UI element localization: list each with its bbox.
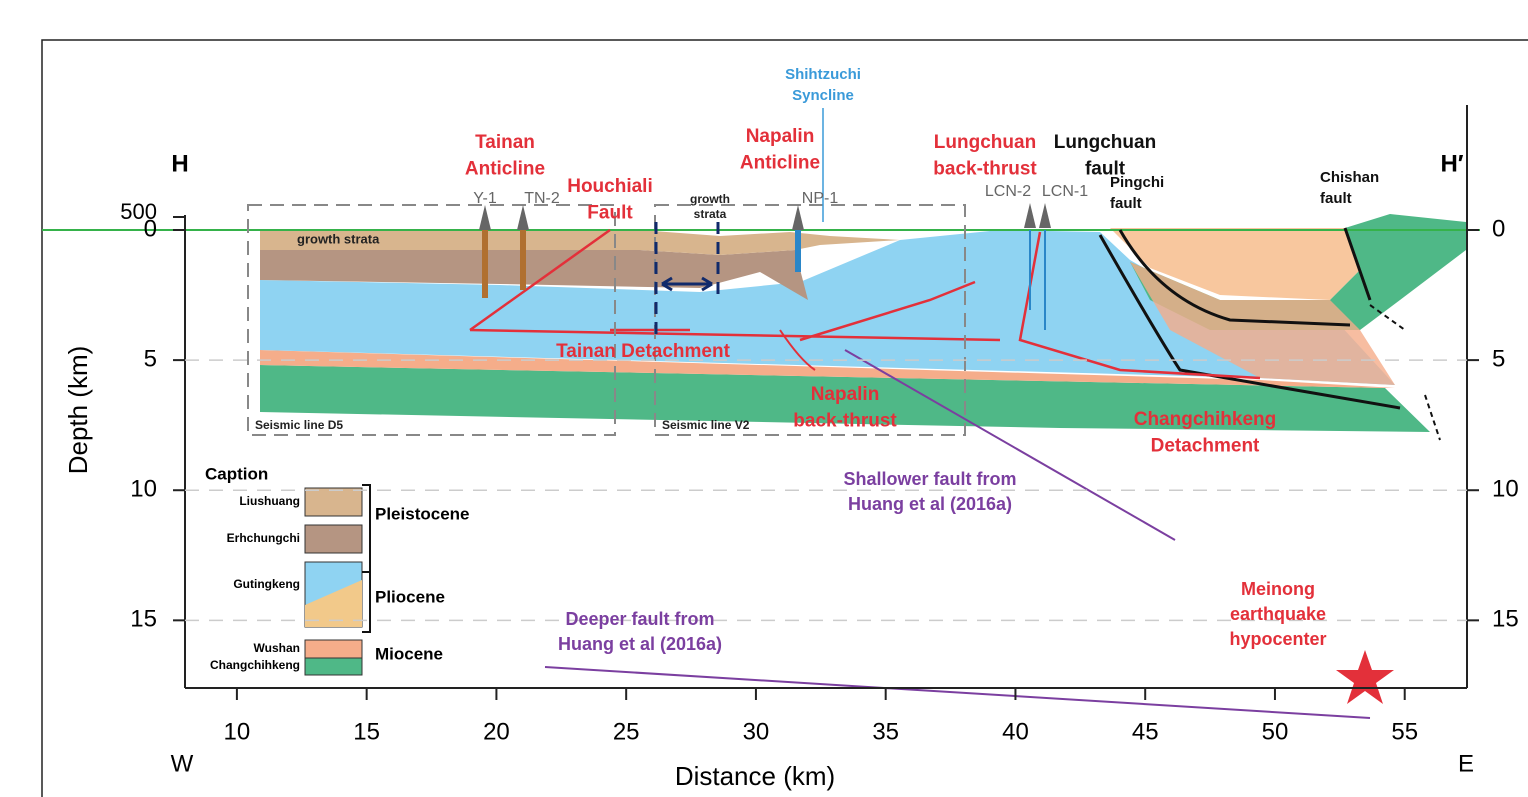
caption-title: Caption bbox=[205, 464, 268, 483]
well-stick bbox=[520, 230, 526, 290]
section-label: H bbox=[171, 150, 188, 177]
annotation: earthquake bbox=[1230, 604, 1326, 624]
figure: 10152025303540455055051015051015500Dista… bbox=[0, 0, 1528, 797]
swatch-erhchungchi bbox=[305, 525, 362, 553]
section-label: E bbox=[1458, 750, 1474, 777]
annotation: Shihtzuchi bbox=[785, 66, 861, 83]
annotation: Chishan bbox=[1320, 169, 1379, 186]
swatch-changchihkeng bbox=[305, 658, 362, 675]
deeper-fault bbox=[545, 667, 1370, 718]
seismic-line-label: Seismic line V2 bbox=[662, 418, 750, 432]
caption-unit: Changchihkeng bbox=[210, 658, 300, 672]
x-tick-label: 35 bbox=[872, 718, 899, 745]
annotation: Huang et al (2016a) bbox=[558, 634, 722, 654]
x-tick-label: 10 bbox=[224, 718, 251, 745]
well-stick bbox=[795, 230, 801, 272]
annotation: fault bbox=[1320, 190, 1352, 207]
caption-legend bbox=[305, 485, 370, 675]
annotation: hypocenter bbox=[1229, 629, 1326, 649]
annotation: Pingchi bbox=[1110, 174, 1164, 191]
growth-strata-label: strata bbox=[694, 207, 727, 221]
x-tick-label: 15 bbox=[353, 718, 380, 745]
x-tick-label: 45 bbox=[1132, 718, 1159, 745]
annotation: Anticline bbox=[465, 159, 545, 180]
annotation: fault bbox=[1110, 195, 1142, 212]
x-tick-label: 30 bbox=[743, 718, 770, 745]
well-symbol bbox=[517, 205, 529, 230]
well-symbol bbox=[792, 205, 804, 230]
annotation: Changchihkeng bbox=[1134, 409, 1277, 430]
topo-tick-label: 500 bbox=[120, 199, 157, 224]
section-label: H′ bbox=[1440, 150, 1463, 177]
well-label: NP-1 bbox=[802, 190, 839, 207]
annotation: Lungchuan bbox=[1054, 132, 1156, 153]
annotation: back-thrust bbox=[933, 159, 1037, 180]
x-tick-label: 50 bbox=[1262, 718, 1289, 745]
well-symbol bbox=[1039, 203, 1051, 228]
x-tick-label: 40 bbox=[1002, 718, 1029, 745]
swatch-wushan bbox=[305, 640, 362, 658]
section-label: W bbox=[171, 750, 194, 777]
well-symbol bbox=[1024, 203, 1036, 228]
annotation: Fault bbox=[587, 203, 633, 224]
annotation: Detachment bbox=[1151, 436, 1260, 457]
seismic-line-label: Seismic line D5 bbox=[255, 418, 343, 432]
caption-unit: Wushan bbox=[254, 641, 300, 655]
y2-tick-label: 15 bbox=[1492, 606, 1519, 633]
growth-strata-label: growth bbox=[690, 192, 730, 206]
x-tick-label: 25 bbox=[613, 718, 640, 745]
y2-tick-label: 5 bbox=[1492, 345, 1505, 372]
x-axis-title: Distance (km) bbox=[675, 761, 835, 791]
caption-epoch: Miocene bbox=[375, 644, 443, 663]
annotation: Napalin bbox=[746, 126, 815, 147]
annotation: Lungchuan bbox=[934, 132, 1036, 153]
hypocenter-star bbox=[1336, 650, 1394, 704]
annotation: Meinong bbox=[1241, 579, 1315, 599]
annotation: back-thrust bbox=[793, 411, 897, 432]
annotation: Syncline bbox=[792, 87, 854, 104]
y-tick-label: 10 bbox=[130, 476, 157, 503]
annotation: Napalin bbox=[811, 384, 880, 405]
well-symbol bbox=[479, 205, 491, 230]
caption-unit: Gutingkeng bbox=[233, 577, 300, 591]
caption-epoch: Pliocene bbox=[375, 587, 445, 606]
annotation: Shallower fault from bbox=[843, 469, 1016, 489]
annotation: Tainan bbox=[475, 132, 535, 153]
annotation: Huang et al (2016a) bbox=[848, 494, 1012, 514]
well-stick bbox=[482, 230, 488, 298]
caption-unit: Erhchungchi bbox=[227, 531, 300, 545]
well-label: Y-1 bbox=[473, 190, 497, 207]
swatch-liushuang bbox=[305, 488, 362, 516]
well-label: LCN-2 bbox=[985, 183, 1031, 200]
annotation: Tainan Detachment bbox=[556, 341, 731, 362]
y2-tick-label: 10 bbox=[1492, 476, 1519, 503]
well-label: TN-2 bbox=[524, 190, 560, 207]
caption-unit: Liushuang bbox=[239, 494, 300, 508]
y2-tick-label: 0 bbox=[1492, 215, 1505, 242]
x-tick-label: 20 bbox=[483, 718, 510, 745]
annotation: Houchiali bbox=[567, 176, 653, 197]
y-tick-label: 15 bbox=[130, 606, 157, 633]
x-tick-label: 55 bbox=[1391, 718, 1418, 745]
y-axis-title: Depth (km) bbox=[63, 346, 93, 475]
caption-epoch: Pleistocene bbox=[375, 504, 470, 523]
annotation: Deeper fault from bbox=[565, 609, 714, 629]
well-label: LCN-1 bbox=[1042, 183, 1088, 200]
y-tick-label: 5 bbox=[144, 345, 157, 372]
caption-bracket bbox=[362, 485, 370, 632]
annotation: Anticline bbox=[740, 153, 820, 174]
growth-strata-label: growth strata bbox=[297, 231, 380, 246]
